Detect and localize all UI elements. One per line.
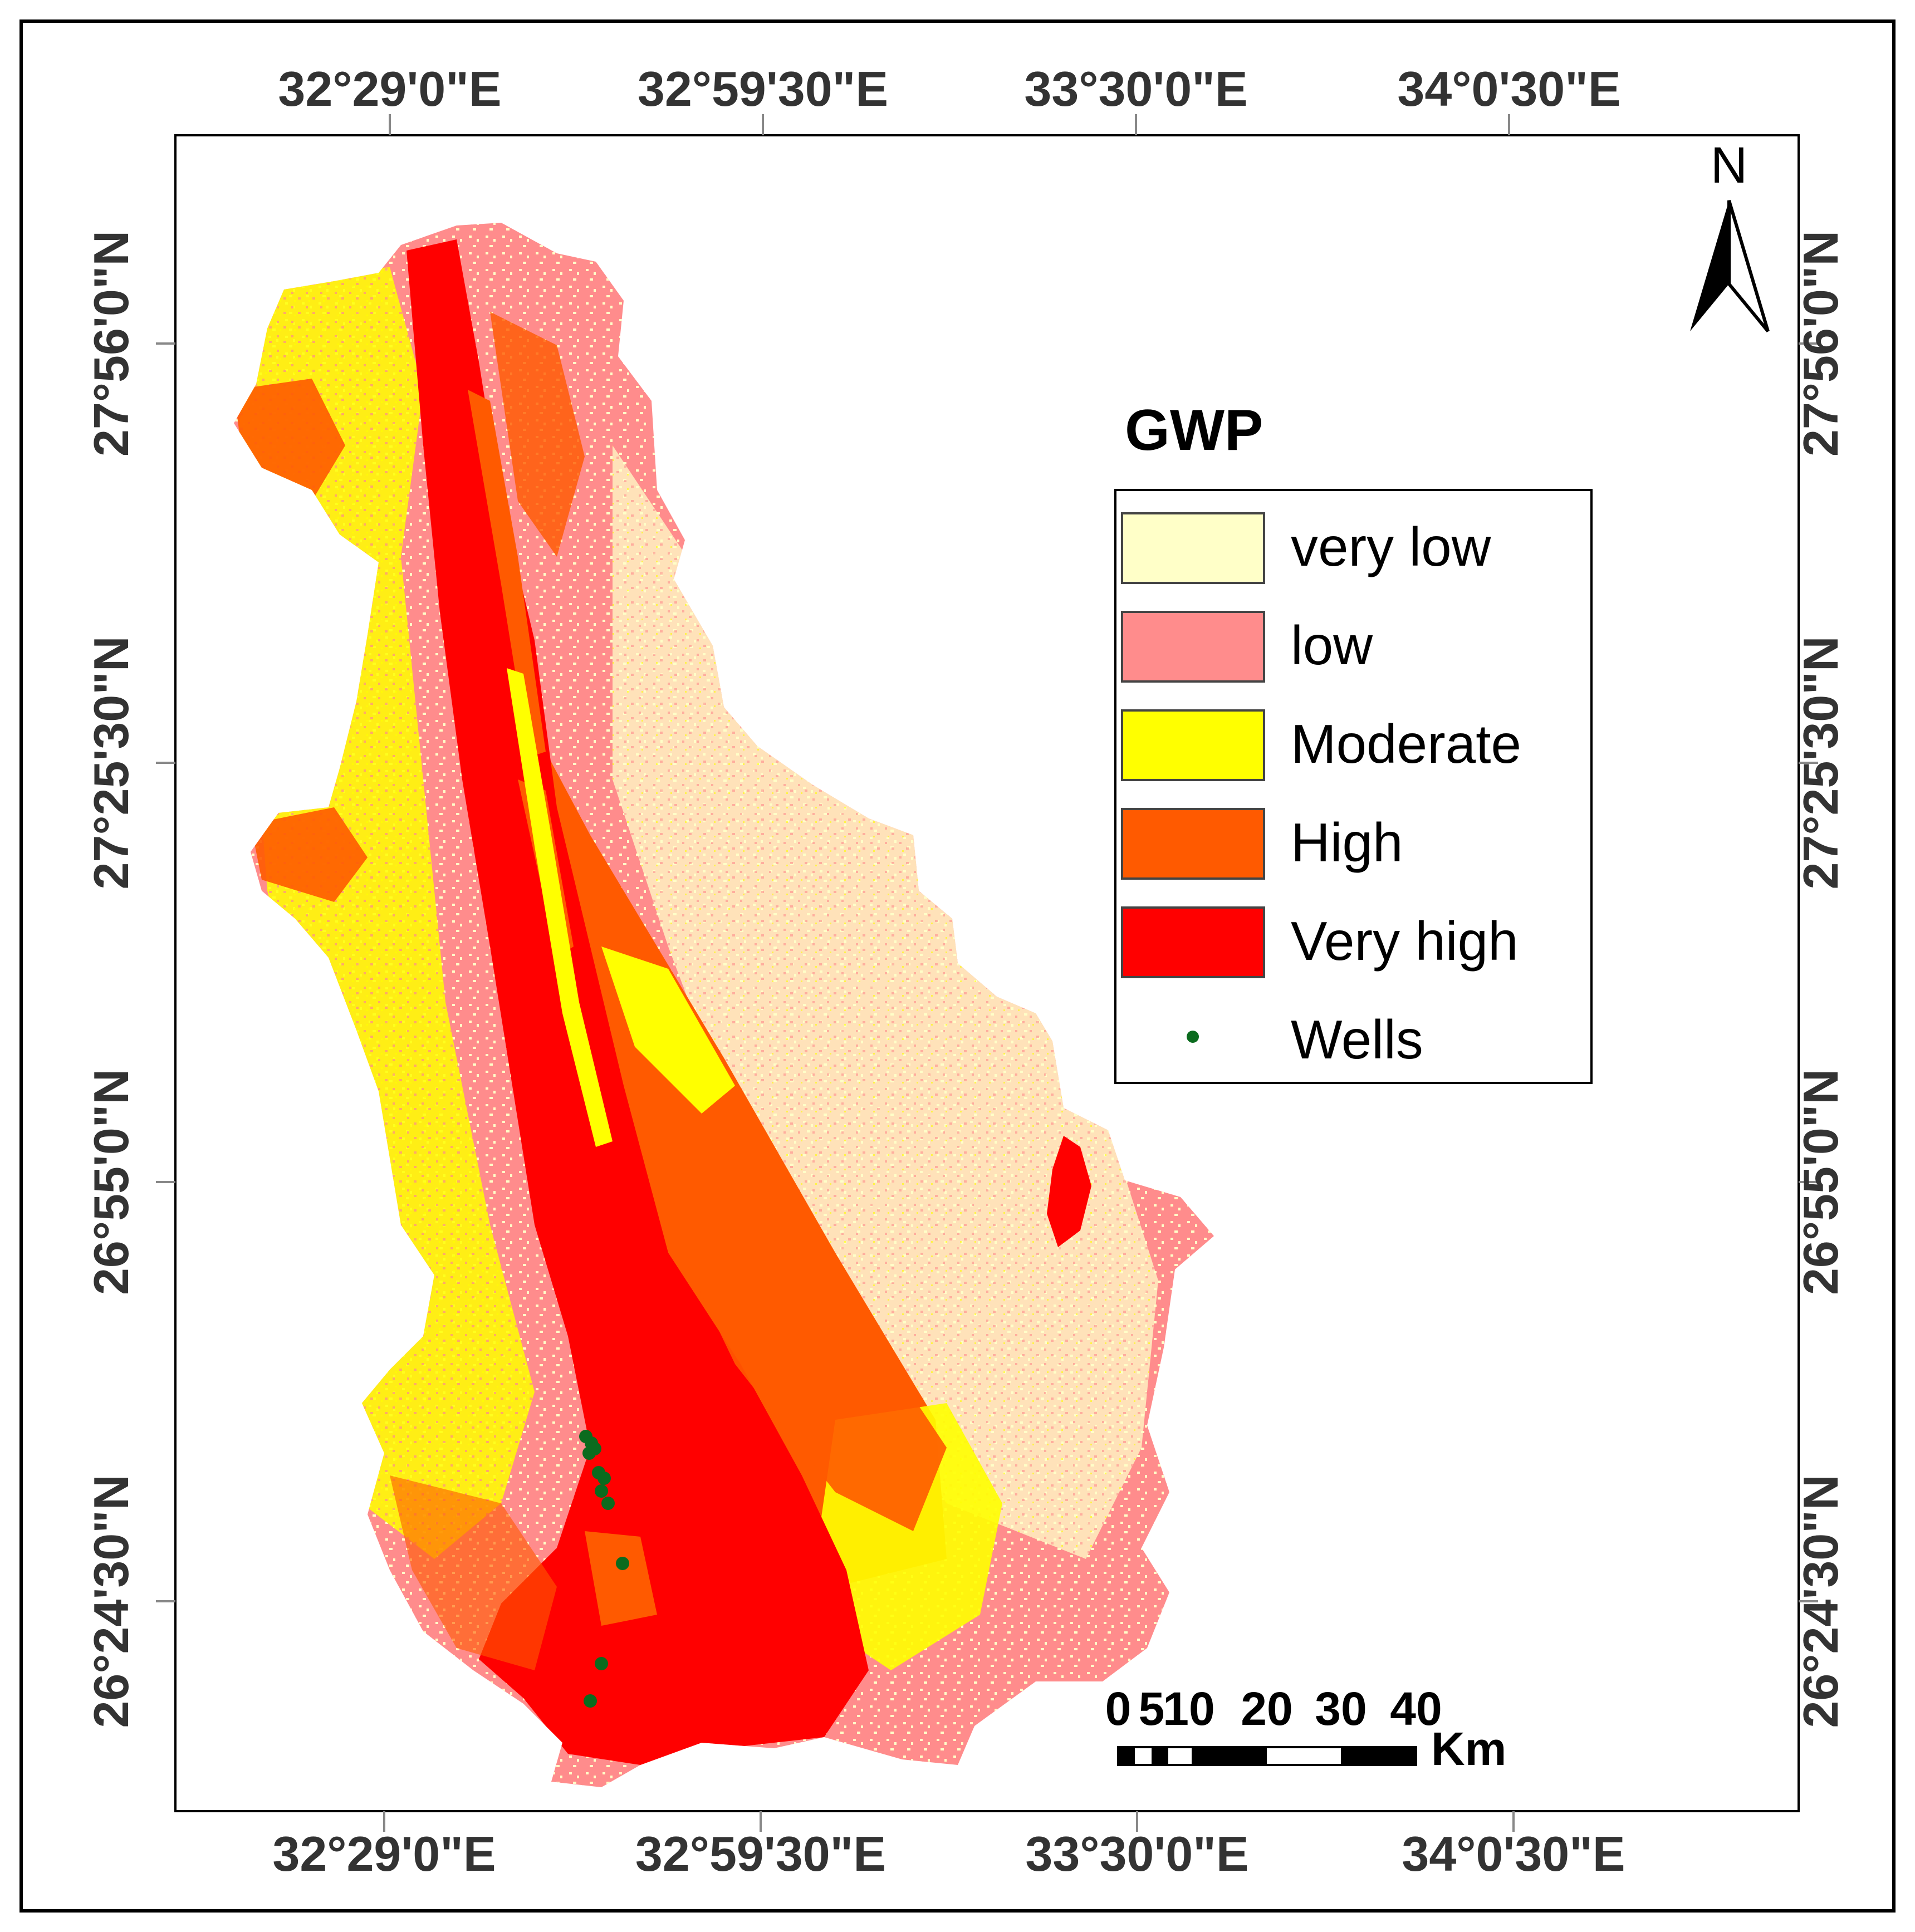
well-points <box>579 1430 629 1708</box>
graticule-top-label: 34°0'30"E <box>1397 61 1620 116</box>
graticule-right-label: 27°56'0"N <box>1793 231 1848 457</box>
well-point <box>616 1557 629 1570</box>
eastern-outlier-area <box>1047 1136 1091 1247</box>
well-point <box>601 1497 615 1510</box>
scale-label: 30 <box>1315 1683 1367 1735</box>
graticule-top-label: 33°30'0"E <box>1024 61 1247 116</box>
graticule-top-labels: 32°29'0"E 32°59'30"E 33°30'0"E 34°0'30"E <box>278 61 1620 116</box>
graticule-bottom-label: 32°29'0"E <box>272 1826 496 1881</box>
graticule-right-labels: 27°56'0"N 27°25'30"N 26°55'0"N 26°24'30"… <box>1793 231 1848 1728</box>
legend-label: very low <box>1291 516 1492 577</box>
graticule-left-labels: 27°56'0"N 27°25'30"N 26°55'0"N 26°24'30"… <box>84 231 139 1728</box>
graticule-ticks <box>156 114 1818 1832</box>
scale-bar: 0 5 10 20 30 40 Km <box>1105 1683 1507 1775</box>
legend-label: Wells <box>1291 1009 1423 1070</box>
graticule-right-label: 26°55'0"N <box>1793 1069 1848 1295</box>
graticule-top-label: 32°59'30"E <box>638 61 888 116</box>
legend-swatch <box>1121 512 1265 584</box>
graticule-bottom-label: 32°59'30"E <box>635 1826 886 1881</box>
north-label: N <box>1711 137 1747 194</box>
well-point <box>597 1472 611 1485</box>
legend-entries: very low low Moderate High Very high Wells <box>1121 512 1521 1070</box>
legend: GWP very low low Moderate High Very high Well… <box>1114 398 1593 1084</box>
legend-label: Very high <box>1291 910 1519 972</box>
north-arrow: N <box>1690 137 1770 332</box>
scale-label: 5 <box>1139 1683 1165 1735</box>
graticule-top-label: 32°29'0"E <box>278 61 501 116</box>
scale-label: 40 <box>1390 1683 1442 1735</box>
graticule-bottom-labels: 32°29'0"E 32°59'30"E 33°30'0"E 34°0'30"E <box>272 1826 1625 1881</box>
graticule-bottom-label: 33°30'0"E <box>1025 1826 1248 1881</box>
legend-label: Moderate <box>1291 713 1521 774</box>
scale-unit: Km <box>1431 1723 1506 1775</box>
legend-swatch <box>1121 709 1265 781</box>
graticule-left-label: 26°55'0"N <box>84 1069 139 1295</box>
graticule-bottom-label: 34°0'30"E <box>1402 1826 1625 1881</box>
well-point <box>584 1694 597 1708</box>
graticule-left-label: 26°24'30"N <box>84 1474 139 1728</box>
legend-swatch <box>1121 808 1265 880</box>
well-point <box>595 1657 608 1670</box>
well-point <box>588 1442 601 1455</box>
legend-swatch <box>1121 906 1265 978</box>
outer-frame <box>19 19 1896 1913</box>
legend-label: High <box>1291 812 1403 873</box>
scale-label: 0 <box>1105 1683 1132 1735</box>
legend-box <box>1114 489 1593 1084</box>
scale-label: 20 <box>1241 1683 1292 1735</box>
scale-bar-labels: 0 5 10 20 30 40 <box>1105 1683 1442 1735</box>
legend-well-symbol <box>1187 1031 1199 1043</box>
north-arrow-icon <box>1690 200 1729 331</box>
graticule-left-label: 27°25'30"N <box>84 636 139 889</box>
legend-title: GWP <box>1125 398 1263 463</box>
graticule-left-label: 27°56'0"N <box>84 231 139 457</box>
legend-swatch <box>1121 611 1265 683</box>
well-point <box>595 1484 608 1498</box>
legend-label: low <box>1291 615 1373 676</box>
graticule-right-label: 27°25'30"N <box>1793 636 1848 889</box>
scale-label: 10 <box>1163 1683 1214 1735</box>
graticule-right-label: 26°24'30"N <box>1793 1474 1848 1728</box>
